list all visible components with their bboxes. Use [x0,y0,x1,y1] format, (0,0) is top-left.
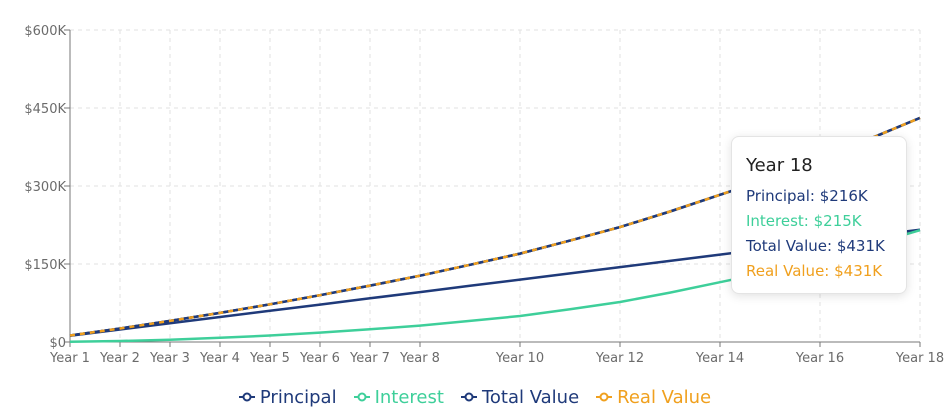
legend-line-icon [596,392,613,402]
grid-lines [69,29,921,342]
y-tick-label: $150K [24,258,66,273]
x-tick-label: Year 12 [595,351,644,366]
series-line-real-value [69,116,921,337]
legend-item-total-value[interactable]: Total Value [460,387,579,408]
y-tick-label: $600K [24,24,66,39]
y-tick-label: $0 [49,336,66,351]
legend: Principal Interest Total Value Real Valu… [0,384,949,410]
y-tick-label: $300K [24,180,66,195]
y-axis-labels: $0 $150K $300K $450K $600K [24,24,66,351]
tooltip-title: Year 18 [746,155,813,176]
legend-label: Real Value [617,386,712,408]
axes [64,29,921,347]
legend-item-real-value[interactable]: Real Value [595,387,711,408]
x-tick-label: Year 8 [399,351,440,366]
x-tick-label: Year 10 [495,351,544,366]
tooltip-interest: Interest: $215K [746,212,862,230]
x-tick-label: Year 4 [199,351,240,366]
x-tick-label: Year 3 [149,351,190,366]
x-axis-labels: Year 1 Year 2 Year 3 Year 4 Year 5 Year 6 Year… [49,351,944,366]
tooltip-total-value: Total Value: $431K [746,237,885,255]
chart-tooltip: Year 18 Principal: $216K Interest: $215K… [731,136,907,294]
x-tick-label: Year 1 [49,351,90,366]
x-tick-label: Year 18 [895,351,944,366]
legend-label: Interest [374,386,444,408]
tooltip-real-value: Real Value: $431K [746,262,883,280]
legend-label: Principal [259,386,337,408]
x-tick-label: Year 5 [249,351,290,366]
legend-line-icon [353,392,370,402]
legend-line-icon [238,392,255,402]
legend-label: Total Value [481,386,580,408]
x-tick-label: Year 16 [795,351,844,366]
legend-item-principal[interactable]: Principal [238,387,337,408]
x-tick-label: Year 2 [99,351,140,366]
legend-line-icon [460,392,477,402]
tooltip-principal: Principal: $216K [746,187,868,205]
x-tick-label: Year 6 [299,351,340,366]
x-tick-label: Year 7 [349,351,390,366]
x-tick-label: Year 14 [695,351,744,366]
legend-item-interest[interactable]: Interest [353,387,444,408]
y-tick-label: $450K [24,102,66,117]
